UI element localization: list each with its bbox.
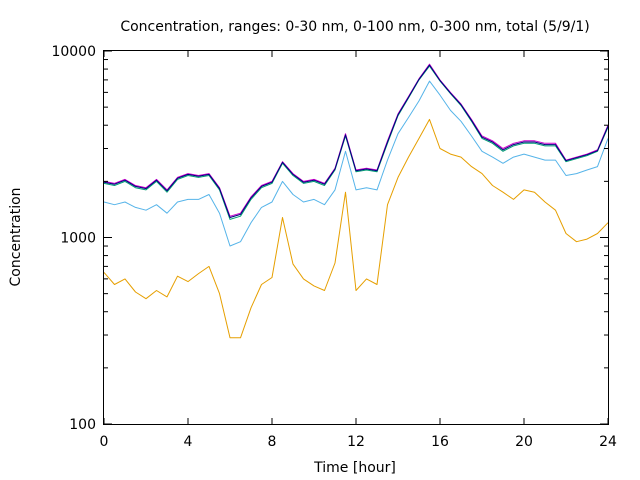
series-line-1 — [103, 118, 609, 339]
x-tick-label: 4 — [184, 434, 193, 450]
y-axis-label: Concentration — [8, 187, 24, 286]
plot-frame — [103, 50, 609, 425]
x-axis-label: Time [hour] — [313, 460, 396, 476]
x-tick-label: 24 — [599, 434, 617, 450]
y-tick-label: 1000 — [60, 231, 96, 247]
chart-title: Concentration, ranges: 0-30 nm, 0-100 nm… — [120, 19, 589, 35]
y-tick-label: 10000 — [51, 44, 96, 60]
x-tick-label: 20 — [515, 434, 533, 450]
x-tick-label: 16 — [431, 434, 449, 450]
series-line-3 — [103, 65, 609, 220]
series-line-4 — [103, 63, 609, 217]
series-line-5 — [103, 64, 609, 218]
series-line-2 — [103, 80, 609, 247]
x-tick-label: 12 — [347, 434, 365, 450]
x-tick-label: 0 — [100, 434, 109, 450]
ticks-layer: 0 4 8 12 16 20 24 100 1000 10000 — [51, 44, 617, 450]
y-tick-label: 100 — [69, 417, 96, 433]
series-layer — [103, 63, 609, 339]
x-tick-label: 8 — [268, 434, 277, 450]
